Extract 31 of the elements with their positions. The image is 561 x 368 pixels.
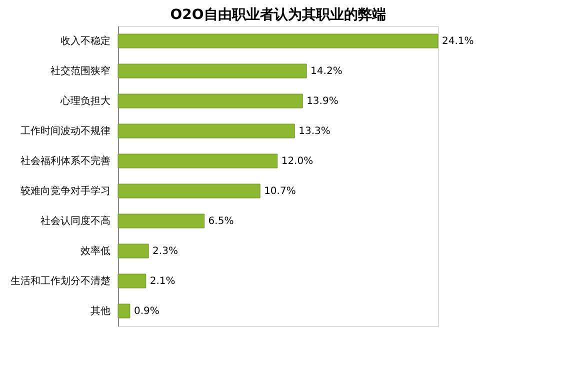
y-tick-label: 心理负担大 [60, 95, 110, 107]
y-tick-label: 工作时间波动不规律 [20, 125, 110, 137]
data-label: 0.9% [134, 306, 160, 317]
data-label: 14.2% [310, 66, 342, 77]
bar [118, 304, 130, 318]
bar [118, 154, 278, 168]
data-label: 12.0% [281, 156, 314, 167]
data-label: 24.1% [442, 36, 474, 47]
bar [118, 244, 149, 258]
data-label: 13.9% [306, 96, 338, 107]
data-label: 2.3% [152, 246, 178, 257]
data-label: 2.1% [150, 276, 176, 287]
bar [118, 184, 260, 198]
y-tick-label: 其他 [90, 305, 110, 317]
y-tick-label: 生活和工作划分不清楚 [10, 275, 110, 287]
y-tick-label: 收入不稳定 [60, 35, 110, 47]
bar [118, 94, 303, 108]
y-tick-label: 较难向竞争对手学习 [20, 185, 110, 197]
data-label: 6.5% [208, 216, 234, 227]
bar [118, 34, 438, 48]
bar [118, 124, 295, 138]
y-tick-label: 社会认同度不高 [40, 215, 110, 227]
y-tick-label: 社会福利体系不完善 [20, 155, 110, 167]
bar [118, 214, 205, 228]
bar [118, 64, 307, 78]
data-label: 13.3% [298, 126, 330, 137]
data-label: 10.7% [264, 186, 296, 197]
chart-title: O2O自由职业者认为其职业的弊端 [170, 7, 386, 23]
y-tick-label: 效率低 [80, 245, 110, 257]
bar [118, 274, 146, 288]
y-tick-label: 社交范围狭窄 [50, 65, 110, 77]
